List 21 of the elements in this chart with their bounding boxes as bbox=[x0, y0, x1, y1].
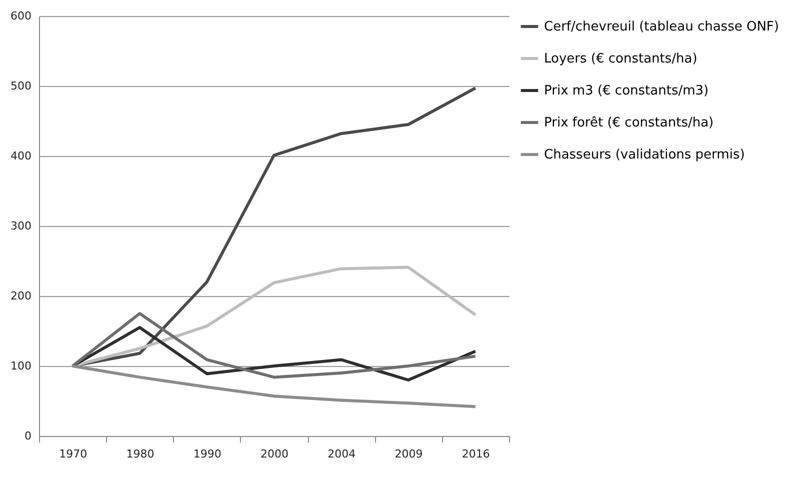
legend-label: Loyers (€ constants/ha) bbox=[544, 52, 698, 66]
x-tick-label: 2016 bbox=[462, 448, 490, 460]
y-tick-label: 200 bbox=[10, 290, 32, 302]
line-series bbox=[71, 364, 477, 408]
x-tick-label: 1990 bbox=[193, 448, 222, 460]
x-tick-label: 1980 bbox=[126, 448, 154, 460]
y-tick-label: 500 bbox=[10, 80, 32, 92]
legend-label: Prix forêt (€ constants/ha) bbox=[544, 116, 714, 130]
x-tick-label: 2009 bbox=[394, 448, 423, 460]
line-series bbox=[71, 312, 477, 379]
y-tick-label: 100 bbox=[10, 360, 32, 372]
x-tick-label: 1970 bbox=[59, 448, 88, 460]
y-tick-label: 600 bbox=[10, 10, 32, 22]
legend-label: Chasseurs (validations permis) bbox=[544, 148, 745, 162]
legend-label: Prix m3 (€ constants/m3) bbox=[544, 84, 709, 98]
x-tick-label: 2004 bbox=[328, 448, 356, 460]
legend-label: Cerf/chevreuil (tableau chasse ONF) bbox=[544, 20, 779, 34]
x-tick-label: 2000 bbox=[260, 448, 288, 460]
y-tick-label: 400 bbox=[10, 150, 32, 162]
y-tick-label: 300 bbox=[10, 220, 32, 232]
y-tick-label: 0 bbox=[24, 430, 32, 442]
